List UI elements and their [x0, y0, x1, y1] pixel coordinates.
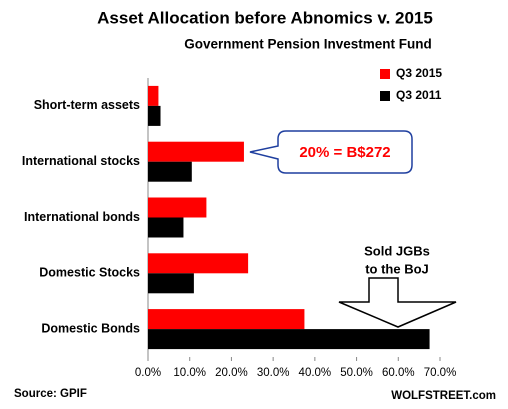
- legend-label: Q3 2011: [396, 88, 442, 102]
- y-tick-label: International bonds: [24, 210, 140, 224]
- y-tick-label: Short-term assets: [34, 98, 140, 112]
- bar: [148, 329, 430, 350]
- y-tick-label: Domestic Stocks: [39, 266, 140, 280]
- x-tick-label: 10.0%: [173, 367, 206, 379]
- x-tick-label: 70.0%: [424, 367, 457, 379]
- x-tick-label: 0.0%: [135, 367, 161, 379]
- arrow: [338, 277, 457, 328]
- x-tick-label: 60.0%: [382, 367, 415, 379]
- y-tick-label: Domestic Bonds: [41, 321, 140, 335]
- bar: [148, 161, 192, 182]
- x-tick-label: 20.0%: [215, 367, 248, 379]
- bar: [148, 217, 184, 238]
- bar: [148, 197, 207, 218]
- bar: [148, 105, 161, 126]
- bar: [148, 141, 244, 162]
- bar: [148, 85, 159, 106]
- chart-title: Asset Allocation before Abnomics v. 2015: [97, 8, 433, 27]
- x-tick-label: 30.0%: [257, 367, 290, 379]
- chart-subtitle: Government Pension Investment Fund: [184, 37, 432, 52]
- source: Source: GPIF: [14, 388, 87, 400]
- x-tick-label: 50.0%: [340, 367, 373, 379]
- callout-box: [249, 130, 413, 174]
- y-tick-label: International stocks: [22, 154, 140, 168]
- callout-text: 20% = B$272: [299, 144, 390, 161]
- legend-label: Q3 2015: [396, 66, 442, 80]
- annotation-text: to the BoJ: [365, 261, 429, 276]
- annotation-text: Sold JGBs: [364, 243, 430, 258]
- bar: [148, 309, 305, 330]
- bar: [148, 273, 194, 294]
- legend-swatch: [380, 69, 390, 79]
- bar: [148, 253, 249, 274]
- x-tick-label: 40.0%: [299, 367, 332, 379]
- legend-swatch: [380, 91, 390, 101]
- credit: WOLFSTREET.com: [391, 390, 496, 402]
